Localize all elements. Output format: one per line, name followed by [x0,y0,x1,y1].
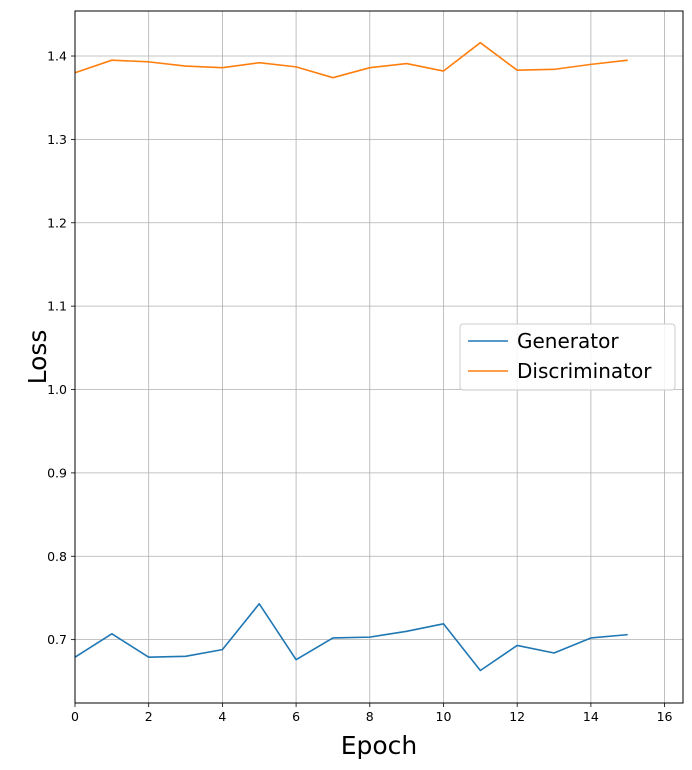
legend: Generator Discriminator [459,323,676,391]
y-tick-label: 1.1 [47,299,67,314]
x-axis-ticks: 0 2 4 6 8 10 12 14 16 [71,703,673,724]
x-tick-label: 4 [218,709,226,724]
x-tick-label: 2 [145,709,153,724]
legend-label: Generator [517,329,619,353]
series-lines [74,41,628,672]
y-tick-label: 0.9 [47,465,67,480]
plot-frame [74,10,684,704]
x-axis-label: Epoch [341,731,418,760]
x-tick-label: 6 [292,709,300,724]
x-tick-label: 12 [509,709,525,724]
x-tick-label: 14 [583,709,599,724]
x-tick-label: 16 [657,709,673,724]
y-tick-label: 1.3 [47,132,67,147]
y-axis-label: Loss [23,330,52,385]
y-tick-label: 1.2 [47,215,67,230]
x-tick-label: 10 [436,709,452,724]
y-tick-label: 1.4 [47,49,67,64]
legend-label: Discriminator [517,359,652,383]
x-tick-label: 8 [366,709,374,724]
series-line-generator [74,602,628,672]
y-tick-label: 0.7 [47,632,67,647]
y-tick-label: 1.0 [47,382,67,397]
legend-box [459,323,676,391]
y-axis-ticks: 0.7 0.8 0.9 1.0 1.1 1.2 1.3 1.4 [47,49,75,647]
y-tick-label: 0.8 [47,549,67,564]
x-tick-label: 0 [71,709,79,724]
series-line-discriminator [74,41,628,79]
